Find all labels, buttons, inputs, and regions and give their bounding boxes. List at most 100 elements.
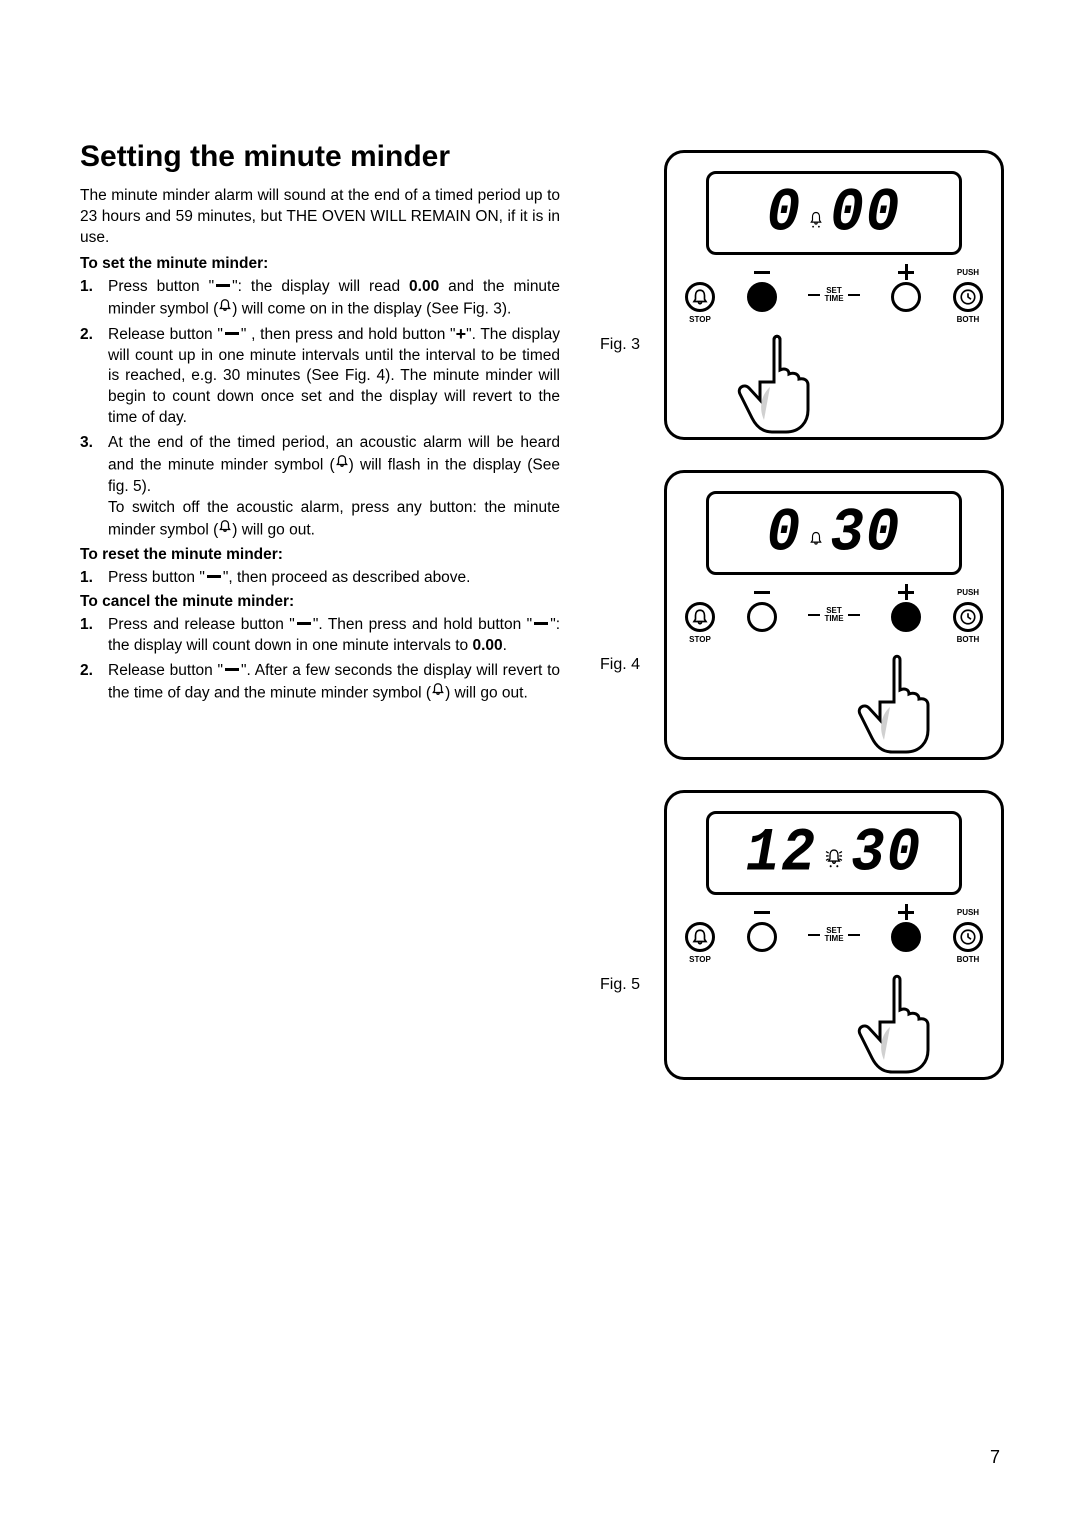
clock-button[interactable] xyxy=(953,602,983,632)
text: Press button " xyxy=(108,569,205,586)
stop-button[interactable] xyxy=(685,282,715,312)
push-label: PUSH xyxy=(957,585,979,599)
page-heading: Setting the minute minder xyxy=(80,140,560,174)
minus-button[interactable] xyxy=(747,922,777,952)
clock-button-group: PUSH BOTH xyxy=(953,265,983,324)
text-bold: 0.00 xyxy=(472,637,502,654)
reset-step-1: 1. Press button "", then proceed as desc… xyxy=(80,568,560,589)
push-label: PUSH xyxy=(957,905,979,919)
set-step-1: 1. Press button "": the display will rea… xyxy=(80,277,560,321)
digits-right: 00 xyxy=(830,178,901,248)
bell-icon xyxy=(809,178,823,248)
clock-icon xyxy=(959,928,977,946)
both-label: BOTH xyxy=(957,315,980,324)
plus-button-group xyxy=(891,905,921,964)
time-label: TIME xyxy=(824,294,843,303)
minus-icon xyxy=(216,284,230,287)
reset-steps-list: 1. Press button "", then proceed as desc… xyxy=(80,568,560,589)
figure-label: Fig. 4 xyxy=(600,556,652,674)
plus-icon xyxy=(898,264,914,280)
reset-subhead: To reset the minute minder: xyxy=(80,546,560,564)
minus-icon xyxy=(297,622,311,625)
bell-flash-icon xyxy=(824,818,844,888)
minus-icon xyxy=(754,591,770,594)
text: Press and release button " xyxy=(108,616,295,633)
pointing-hand-icon xyxy=(852,652,972,762)
minus-icon xyxy=(225,332,239,335)
both-label: BOTH xyxy=(957,955,980,964)
page-number: 7 xyxy=(990,1447,1000,1468)
minus-button[interactable] xyxy=(747,282,777,312)
bell-icon xyxy=(218,298,232,319)
button-row: STOP SETTIME xyxy=(667,585,1001,644)
clock-button[interactable] xyxy=(953,282,983,312)
plus-button[interactable] xyxy=(891,922,921,952)
lcd-digits: 0 30 xyxy=(767,498,902,568)
digits-left: 0 xyxy=(767,178,803,248)
push-label: PUSH xyxy=(957,265,979,279)
figure-5: Fig. 5 12 30 STOP xyxy=(600,790,1004,1080)
digits-right: 30 xyxy=(830,498,901,568)
intro-paragraph: The minute minder alarm will sound at th… xyxy=(80,186,560,249)
clock-icon xyxy=(959,288,977,306)
stop-label: STOP xyxy=(689,955,711,964)
lcd-display: 0 00 xyxy=(706,171,962,255)
figure-label: Fig. 3 xyxy=(600,236,652,354)
text: ": the display will read xyxy=(232,278,409,295)
time-label: TIME xyxy=(824,934,843,943)
set-subhead: To set the minute minder: xyxy=(80,255,560,273)
plus-button[interactable] xyxy=(891,282,921,312)
digits-left: 12 xyxy=(746,818,817,888)
cancel-subhead: To cancel the minute minder: xyxy=(80,593,560,611)
stop-label: STOP xyxy=(689,315,711,324)
lcd-display: 0 30 xyxy=(706,491,962,575)
plus-button-group xyxy=(891,265,921,324)
text: ". Then press and hold button " xyxy=(313,616,532,633)
bell-icon xyxy=(335,454,349,475)
bell-icon xyxy=(218,519,232,540)
pointing-hand-icon xyxy=(722,332,842,442)
text: Release button " xyxy=(108,662,223,679)
time-label: TIME xyxy=(824,614,843,623)
control-panel: 0 30 STOP xyxy=(664,470,1004,760)
minus-icon xyxy=(754,911,770,914)
bell-icon xyxy=(691,928,709,946)
lcd-display: 12 30 xyxy=(706,811,962,895)
figures-column: Fig. 3 0 00 STOP xyxy=(600,140,1004,1080)
text: ) will go out. xyxy=(445,684,528,701)
text: ", then proceed as described above. xyxy=(223,569,471,586)
lcd-digits: 0 00 xyxy=(767,178,902,248)
minus-icon xyxy=(754,271,770,274)
stop-label: STOP xyxy=(689,635,711,644)
text: ) will go out. xyxy=(232,521,315,538)
digits-right: 30 xyxy=(851,818,922,888)
cancel-step-2: 2. Release button "". After a few second… xyxy=(80,661,560,705)
plus-button[interactable] xyxy=(891,602,921,632)
clock-button[interactable] xyxy=(953,922,983,952)
minus-icon xyxy=(534,622,548,625)
stop-button[interactable] xyxy=(685,602,715,632)
minus-button-group xyxy=(747,585,777,644)
figure-4: Fig. 4 0 30 STOP xyxy=(600,470,1004,760)
minus-button[interactable] xyxy=(747,602,777,632)
text-column: Setting the minute minder The minute min… xyxy=(80,140,560,1080)
minus-button-group xyxy=(747,905,777,964)
minus-button-group xyxy=(747,265,777,324)
control-panel: 0 00 STOP xyxy=(664,150,1004,440)
text: Press button " xyxy=(108,278,214,295)
cancel-step-1: 1. Press and release button "". Then pre… xyxy=(80,615,560,657)
plus-icon xyxy=(898,584,914,600)
text: . xyxy=(503,637,507,654)
bell-icon xyxy=(691,608,709,626)
clock-icon xyxy=(959,608,977,626)
bell-icon xyxy=(809,498,823,568)
figure-label: Fig. 5 xyxy=(600,876,652,994)
stop-button-group: STOP xyxy=(685,585,715,644)
plus-button-group xyxy=(891,585,921,644)
stop-button[interactable] xyxy=(685,922,715,952)
set-steps-list: 1. Press button "": the display will rea… xyxy=(80,277,560,542)
both-label: BOTH xyxy=(957,635,980,644)
text: " , then press and hold button " xyxy=(241,326,456,343)
minus-icon xyxy=(225,668,239,671)
bell-icon xyxy=(691,288,709,306)
